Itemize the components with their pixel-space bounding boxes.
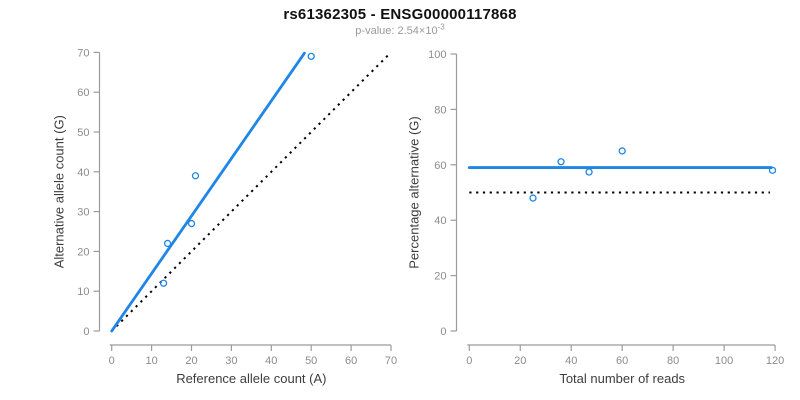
x-tick-label: 60 [616, 355, 628, 367]
chart-subtitle: p-value: 2.54×10-3 [0, 22, 800, 37]
x-tick-label: 30 [225, 355, 237, 367]
data-point [618, 147, 626, 155]
x-tick-label: 50 [305, 355, 317, 367]
x-tick-label: 20 [185, 355, 197, 367]
y-tick-label: 70 [77, 47, 89, 59]
y-tick-label: 0 [440, 326, 446, 338]
panel-allele-counts: 0 10 20 30 40 50 60 70 0 10 20 30 40 50 60 70 Reference … [52, 47, 398, 386]
data-point [159, 279, 168, 287]
x-tick-label: 40 [265, 355, 277, 367]
y-tick-label: 20 [77, 246, 89, 258]
data-point [191, 172, 200, 180]
data-point [187, 219, 196, 228]
y-axis-title: Percentage alternative (G) [407, 116, 422, 268]
data-point [307, 52, 315, 61]
y-tick-label: 30 [77, 207, 89, 219]
pvalue-text: p-value: 2.54×10 [355, 25, 438, 37]
y-tick-label: 60 [77, 87, 89, 99]
x-tick-label: 120 [766, 355, 784, 367]
fit-line [110, 51, 306, 333]
chart-title: rs61362305 - ENSG00000117868 [283, 6, 517, 23]
y-tick-label: 0 [83, 326, 89, 338]
x-axis-title: Reference allele count (A) [176, 371, 326, 386]
y-tick-label: 80 [434, 104, 446, 116]
data-point [585, 168, 593, 176]
x-tick-label: 70 [385, 355, 397, 367]
x-axis-title: Total number of reads [559, 371, 685, 386]
x-tick-label: 0 [109, 355, 115, 367]
pvalue-exponent: -3 [437, 22, 445, 32]
panel-percentage-alternative: 0 20 40 60 80 100 0 20 40 60 80 100 120 Total number … [407, 49, 785, 386]
data-point [163, 239, 172, 248]
x-tick-label: 40 [565, 355, 577, 367]
y-tick-label: 60 [434, 160, 446, 172]
reference-dotted-line [110, 51, 392, 332]
y-axis-title: Alternative allele count (G) [52, 115, 67, 268]
data-point [529, 194, 537, 202]
x-tick-label: 100 [715, 355, 733, 367]
y-tick-label: 10 [77, 286, 89, 298]
x-tick-label: 60 [345, 355, 357, 367]
y-tick-label: 20 [434, 271, 446, 283]
y-tick-label: 40 [434, 215, 446, 227]
y-tick-label: 100 [428, 49, 446, 61]
data-point [768, 166, 777, 174]
x-tick-label: 0 [466, 355, 472, 367]
x-tick-label: 20 [514, 355, 526, 367]
y-tick-label: 50 [77, 127, 89, 139]
y-tick-label: 40 [77, 167, 89, 179]
x-tick-label: 10 [145, 355, 157, 367]
x-tick-label: 80 [667, 355, 679, 367]
data-point [557, 158, 565, 166]
